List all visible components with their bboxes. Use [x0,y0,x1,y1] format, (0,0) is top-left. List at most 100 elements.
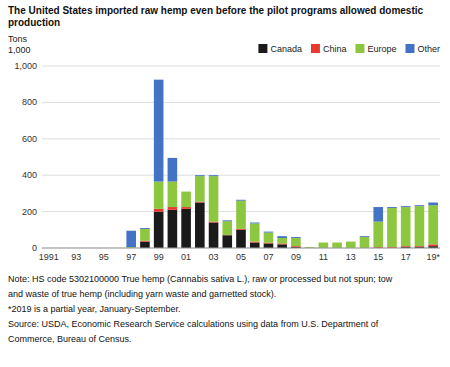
bar-segment [222,235,232,248]
bar-segment [236,201,246,229]
bar-segment [168,158,178,182]
y-tick-label: 800 [22,97,37,107]
x-tick-label: 1991 [39,252,59,262]
x-tick-label: 05 [236,252,246,262]
legend-swatch [258,44,267,53]
bar-segment [277,238,287,243]
bar-segment [277,236,287,238]
bar-segment [264,233,274,243]
bar-segment [401,207,411,246]
bar-segment [305,247,315,248]
bar-segment [181,192,191,207]
grid-line [42,175,440,176]
bar-segment [415,205,425,207]
bar-segment [319,242,329,243]
bar-segment [181,207,191,209]
x-tick-label: 95 [99,252,109,262]
bar-segment [181,191,191,192]
bar-segment [140,242,150,248]
bar-segment [181,209,191,248]
bar-segment [222,221,232,235]
chart: The United States imported raw hemp even… [0,0,450,367]
x-tick-label: 97 [126,252,136,262]
legend-swatch [405,44,414,53]
note: *2019 is a partial year, January-Septemb… [8,304,181,314]
bar-segment [401,206,411,208]
bar-segment [373,222,383,247]
x-tick-label: 01 [181,252,191,262]
bar-segment [291,238,301,246]
legend-label: Other [417,44,440,54]
y-axis-label: Tons [8,34,28,44]
x-tick-label: 99 [154,252,164,262]
title: production [8,17,60,28]
bar-segment [291,237,301,239]
y-tick-label: 200 [22,207,37,217]
y-tick-label: 1,000 [14,61,37,71]
y-tick-label: 400 [22,170,37,180]
bar-segment [360,236,370,238]
bar-segment [387,208,397,247]
bar-segment [154,209,164,212]
title: The United States imported raw hemp even… [8,5,424,16]
bar-segment [168,207,178,210]
bar-segment [195,176,205,201]
bar-segment [332,242,342,243]
bar-segment [222,220,232,222]
bar-segment [250,243,260,248]
bar-segment [140,229,150,241]
grid-line [42,248,440,249]
y-axis-label: 1,000 [8,45,31,55]
legend-label: Canada [270,44,302,54]
bar-segment [195,203,205,249]
y-tick-label: 600 [22,134,37,144]
bar-segment [346,242,356,248]
legend-label: China [323,44,347,54]
bar-segment [154,182,164,209]
bar-segment [264,231,274,233]
y-grid [42,66,440,248]
bar-segment [415,206,425,246]
x-tick-label: 13 [346,252,356,262]
bar-segment [428,244,438,246]
x-tick-label: 93 [71,252,81,262]
note: Note: HS code 5302100000 True hemp (Cann… [8,274,393,284]
bar-segment [195,175,205,177]
bar-segment [168,182,178,207]
bar-segment [264,243,274,248]
bar-segment [140,227,150,229]
note: Source: USDA, Economic Research Service … [8,319,379,329]
x-tick-label: 07 [263,252,273,262]
bar-segment [250,222,260,224]
grid-line [42,138,440,139]
note: Commerce, Bureau of Census. [8,334,132,344]
bar-segment [428,205,438,244]
legend-swatch [355,44,364,53]
bar-segment [236,199,246,201]
legend-swatch [311,44,320,53]
bar-segment [209,175,219,177]
x-tick-label: 09 [291,252,301,262]
x-axis-line [42,248,440,249]
bar-segment [387,207,397,209]
bar-segment [319,243,329,248]
bar-segment [168,210,178,248]
bar-segment [126,231,136,247]
grid-line [42,102,440,103]
bar-segment [154,212,164,248]
grid-line [42,66,440,67]
x-tick-label: 17 [401,252,411,262]
bar-segment [428,203,438,206]
note: and waste of true hemp (including yarn w… [8,289,276,299]
bar-segment [209,223,219,248]
x-tick-label: 15 [373,252,383,262]
bar-segment [360,237,370,248]
bar-segment [250,223,260,241]
bar-segment [373,207,383,222]
bar-segment [277,244,287,248]
x-tick-label: 03 [209,252,219,262]
x-tick-label: 11 [319,252,328,262]
y-tick-label: 0 [32,243,37,253]
bar-segment [209,176,219,222]
bar-segment [236,230,246,248]
